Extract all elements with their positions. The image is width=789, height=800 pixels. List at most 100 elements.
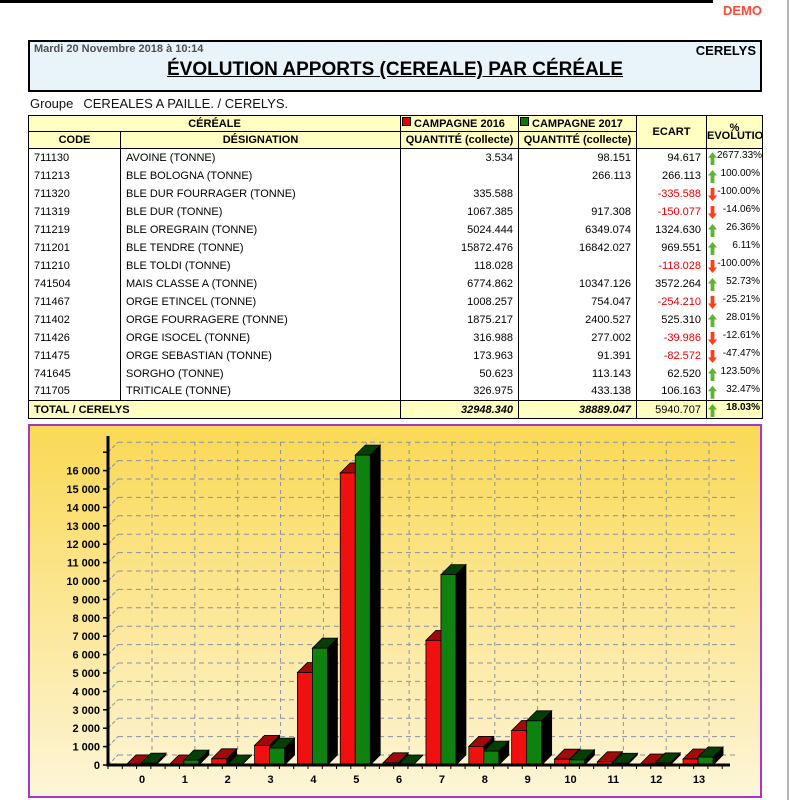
total-row: TOTAL / CERELYS 32948.340 38889.047 5940…	[28, 400, 763, 419]
cell-ecart: -39.986	[636, 328, 707, 347]
total-ecart: 5940.707	[636, 400, 707, 419]
trend-arrow-icon	[708, 188, 717, 201]
cell-code: 711475	[28, 346, 121, 365]
cell-qty-2016: 326.975	[400, 382, 519, 401]
svg-text:6: 6	[396, 774, 402, 786]
svg-text:1: 1	[182, 774, 188, 786]
header-designation: DÉSIGNATION	[120, 131, 401, 149]
cell-evolution: 28.01%	[706, 310, 763, 329]
cell-ecart: -335.588	[636, 184, 707, 203]
header-cereale: CÉRÉALE	[28, 115, 401, 132]
header-campagne-2017: CAMPAGNE 2017	[518, 115, 637, 132]
cell-qty-2016: 3.534	[400, 148, 519, 167]
cell-code: 711219	[28, 220, 121, 239]
svg-text:16 000: 16 000	[66, 466, 100, 478]
cell-evolution: -47.47%	[706, 346, 763, 365]
cell-code: 711467	[28, 292, 121, 311]
table-row: 711201 BLE TENDRE (TONNE) 15872.476 1684…	[28, 238, 763, 257]
svg-text:5 000: 5 000	[72, 668, 100, 680]
cell-designation: AVOINE (TONNE)	[120, 148, 401, 167]
cell-designation: TRITICALE (TONNE)	[120, 382, 401, 401]
svg-text:8 000: 8 000	[72, 613, 100, 625]
cell-ecart: 62.520	[636, 364, 707, 383]
svg-text:4: 4	[310, 774, 317, 786]
trend-arrow-icon	[708, 260, 717, 273]
cell-ecart: 525.310	[636, 310, 707, 329]
cell-ecart: 1324.630	[636, 220, 707, 239]
table-row: 711210 BLE TOLDI (TONNE) 118.028 -118.02…	[28, 256, 763, 275]
table-row: 711319 BLE DUR (TONNE) 1067.385 917.308 …	[28, 202, 763, 221]
cell-designation: ORGE ISOCEL (TONNE)	[120, 328, 401, 347]
cell-code: 711201	[28, 238, 121, 257]
cell-code: 711402	[28, 310, 121, 329]
cell-evolution: 2677.33%	[706, 148, 763, 167]
cell-qty-2017: 98.151	[518, 148, 637, 167]
table-row: 711426 ORGE ISOCEL (TONNE) 316.988 277.0…	[28, 328, 763, 347]
cell-qty-2017: 2400.527	[518, 310, 637, 329]
cell-qty-2016	[400, 166, 519, 185]
svg-text:11 000: 11 000	[67, 558, 100, 570]
cell-qty-2016: 173.963	[400, 346, 519, 365]
cell-evolution: 100.00%	[706, 166, 763, 185]
table-row: 711467 ORGE ETINCEL (TONNE) 1008.257 754…	[28, 292, 763, 311]
cell-qty-2017: 113.143	[518, 364, 637, 383]
header-ecart: ECART	[636, 115, 707, 149]
cell-ecart: -150.077	[636, 202, 707, 221]
svg-text:13 000: 13 000	[66, 521, 100, 533]
top-rule	[0, 0, 713, 3]
cell-qty-2017: 6349.074	[518, 220, 637, 239]
trend-up-icon	[708, 404, 717, 417]
total-label: TOTAL / CERELYS	[28, 400, 401, 419]
cell-evolution: -100.00%	[706, 256, 763, 275]
svg-text:0: 0	[94, 760, 100, 772]
cell-code: 711130	[28, 148, 121, 167]
header-evolution: % EVOLUTION	[706, 115, 763, 149]
cell-qty-2017: 10347.126	[518, 274, 637, 293]
cell-evolution: -100.00%	[706, 184, 763, 203]
cell-evolution: -14.06%	[706, 202, 763, 221]
svg-text:5: 5	[353, 774, 359, 786]
cell-evolution: -12.61%	[706, 328, 763, 347]
trend-arrow-icon	[708, 314, 717, 327]
cell-designation: BLE BOLOGNA (TONNE)	[120, 166, 401, 185]
group-value: CEREALES A PAILLE. / CERELYS.	[83, 96, 289, 111]
cell-code: 711426	[28, 328, 121, 347]
table-row: 711475 ORGE SEBASTIAN (TONNE) 173.963 91…	[28, 346, 763, 365]
svg-text:4 000: 4 000	[72, 686, 100, 698]
svg-text:6 000: 6 000	[72, 650, 100, 662]
header-campagne-2016: CAMPAGNE 2016	[400, 115, 519, 132]
cell-designation: MAIS CLASSE A (TONNE)	[120, 274, 401, 293]
report-header: Mardi 20 Novembre 2018 à 10:14 CERELYS É…	[28, 40, 762, 92]
cell-ecart: 106.163	[636, 382, 707, 401]
svg-text:3 000: 3 000	[72, 705, 100, 717]
cell-qty-2017: 433.138	[518, 382, 637, 401]
cell-designation: ORGE FOURRAGERE (TONNE)	[120, 310, 401, 329]
demo-watermark: DEMO	[723, 3, 762, 18]
svg-text:2 000: 2 000	[72, 723, 100, 735]
trend-arrow-icon	[708, 224, 717, 237]
cell-qty-2017	[518, 184, 637, 203]
cell-code: 741504	[28, 274, 121, 293]
cell-evolution: 6.11%	[706, 238, 763, 257]
trend-arrow-icon	[708, 170, 717, 183]
trend-arrow-icon	[708, 242, 717, 255]
cell-qty-2017: 754.047	[518, 292, 637, 311]
svg-text:10 000: 10 000	[66, 576, 100, 588]
cell-code: 711320	[28, 184, 121, 203]
cell-qty-2017: 91.391	[518, 346, 637, 365]
trend-arrow-icon	[708, 368, 717, 381]
table-row: 711320 BLE DUR FOURRAGER (TONNE) 335.588…	[28, 184, 763, 203]
svg-text:7 000: 7 000	[72, 631, 100, 643]
group-label: Groupe	[30, 96, 74, 111]
cell-designation: BLE DUR FOURRAGER (TONNE)	[120, 184, 401, 203]
svg-text:11: 11	[608, 774, 620, 786]
cell-code: 711213	[28, 166, 121, 185]
cell-code: 711705	[28, 382, 121, 401]
svg-text:8: 8	[482, 774, 488, 786]
cell-evolution: 123.50%	[706, 364, 763, 383]
table-row: 711213 BLE BOLOGNA (TONNE) 266.113 266.1…	[28, 166, 763, 185]
svg-text:9 000: 9 000	[72, 594, 100, 606]
cereal-table: CÉRÉALE CAMPAGNE 2016 CAMPAGNE 2017 ECAR…	[28, 115, 763, 419]
svg-text:1 000: 1 000	[72, 742, 100, 754]
table-row: 711402 ORGE FOURRAGERE (TONNE) 1875.217 …	[28, 310, 763, 329]
